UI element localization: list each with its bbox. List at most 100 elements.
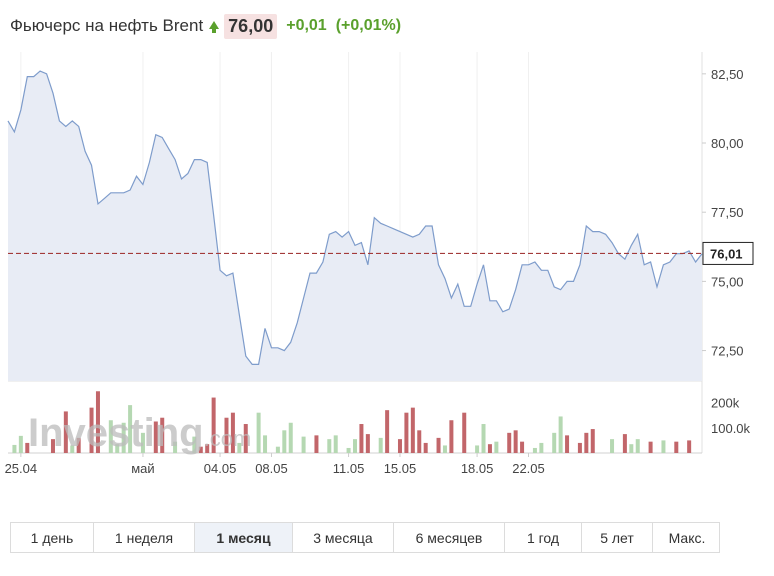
volume-bar — [365, 434, 370, 453]
volume-bar — [50, 439, 55, 453]
price-chart[interactable]: Investing.com 82,50 80,00 77,50 75,00 72,50 76… — [0, 0, 774, 490]
volume-bar — [610, 439, 615, 453]
volume-bar — [552, 432, 557, 453]
y-tick-label: 72,50 — [711, 344, 744, 359]
volume-bar — [635, 439, 640, 453]
volume-bar — [539, 442, 544, 453]
volume-bar — [224, 417, 229, 453]
volume-bar — [25, 442, 30, 453]
volume-bar — [462, 412, 467, 453]
volume-bar — [314, 435, 319, 453]
volume-bar — [565, 435, 570, 453]
volume-bar — [108, 420, 113, 453]
volume-bar — [674, 441, 679, 453]
current-price-tag: 76,01 — [702, 241, 754, 265]
range-button[interactable]: 1 месяц — [195, 523, 293, 552]
volume-bar — [494, 441, 499, 453]
volume-bar — [198, 446, 203, 453]
volume-bar — [76, 437, 81, 453]
volume-bar — [404, 412, 409, 453]
time-range-selector: 1 день 1 неделя 1 месяц 3 месяца 6 месяцев 1 … — [10, 522, 720, 553]
volume-bar — [353, 439, 357, 453]
x-tick-label: 08.05 — [255, 461, 288, 476]
volume-bar — [436, 437, 441, 453]
volume-bar — [205, 444, 210, 453]
volume-bar — [173, 441, 178, 453]
range-button[interactable]: 1 день — [11, 523, 94, 552]
volume-bar — [211, 397, 216, 453]
volume-bar — [359, 424, 364, 453]
volume-bar — [417, 430, 422, 453]
y-tick-label: 77,50 — [711, 205, 744, 220]
range-button[interactable]: 1 неделя — [94, 523, 195, 552]
price-area — [8, 71, 702, 381]
y-tick-label: 82,50 — [711, 67, 744, 82]
volume-bar — [121, 422, 126, 453]
volume-bar — [301, 436, 306, 453]
volume-bar — [513, 430, 518, 453]
volume-bar — [63, 411, 68, 453]
volume-bar — [487, 444, 492, 453]
volume-bar — [12, 444, 17, 453]
current-price-box — [702, 241, 754, 265]
instrument-title: Фьючерс на нефть Brent — [10, 16, 204, 35]
x-tick-label: 22.05 — [512, 461, 545, 476]
volume-bar — [263, 435, 268, 453]
volume-bar — [275, 446, 280, 453]
volume-bar — [648, 441, 653, 453]
volume-bar — [442, 445, 447, 453]
x-tick-label: 18.05 — [461, 461, 494, 476]
volume-bar — [153, 421, 158, 453]
x-tick-label: май — [131, 461, 154, 476]
volume-bar — [687, 440, 692, 453]
price-line — [7, 70, 703, 365]
volume-bar — [327, 439, 332, 453]
volume-bar — [661, 440, 666, 453]
price-change: +0,01 — [286, 17, 327, 34]
volume-bar — [140, 432, 145, 453]
x-tick-label: 11.05 — [333, 461, 365, 476]
volume-bar — [449, 420, 454, 453]
volume-bar — [481, 424, 486, 453]
volume-bar — [256, 412, 261, 453]
volume-bar — [95, 391, 100, 453]
volume-bar — [70, 445, 75, 453]
volume-tick-label: 100.0k — [711, 421, 751, 436]
range-button[interactable]: Макс. — [668, 529, 706, 546]
volume-bar — [282, 430, 287, 453]
range-button[interactable]: 3 месяца — [293, 523, 394, 552]
up-arrow-icon — [209, 21, 220, 33]
volume-bar — [622, 434, 627, 453]
volume-bar — [288, 422, 293, 453]
range-button[interactable]: 5 лет — [582, 523, 653, 552]
volume-bar — [346, 447, 351, 453]
range-button[interactable]: 1 год — [505, 523, 582, 552]
volume-bar — [18, 435, 23, 453]
volume-bar — [584, 432, 589, 453]
volume-bar — [558, 416, 563, 453]
volume-bar — [397, 439, 402, 453]
volume-bar — [192, 436, 197, 453]
range-button[interactable]: 6 месяцев — [394, 523, 505, 552]
x-tick-label: 25.04 — [5, 461, 38, 476]
volume-bar — [590, 429, 595, 453]
volume-bar — [385, 410, 390, 453]
current-price-label: 76,01 — [710, 246, 743, 261]
x-tick-label: 04.05 — [204, 461, 237, 476]
volume-bar — [410, 407, 415, 453]
volume-bar — [115, 444, 120, 453]
last-price: 76,00 — [224, 13, 278, 39]
volume-bar — [507, 432, 512, 453]
volume-bar — [532, 447, 537, 453]
volume-bar — [230, 412, 235, 453]
y-tick-label: 80,00 — [711, 136, 744, 151]
volume-tick-label: 200k — [711, 396, 740, 411]
y-tick-label: 75,00 — [711, 274, 744, 289]
volume-bar — [160, 417, 165, 453]
quote-header: Фьючерс на нефть Brent 76,00 +0,01 (+0,0… — [10, 12, 401, 40]
volume-bar — [475, 445, 480, 453]
volume-bar — [577, 442, 582, 453]
volume-bar — [520, 441, 525, 453]
volume-bar — [243, 424, 248, 453]
investing-watermark: Investing.com — [28, 411, 251, 455]
